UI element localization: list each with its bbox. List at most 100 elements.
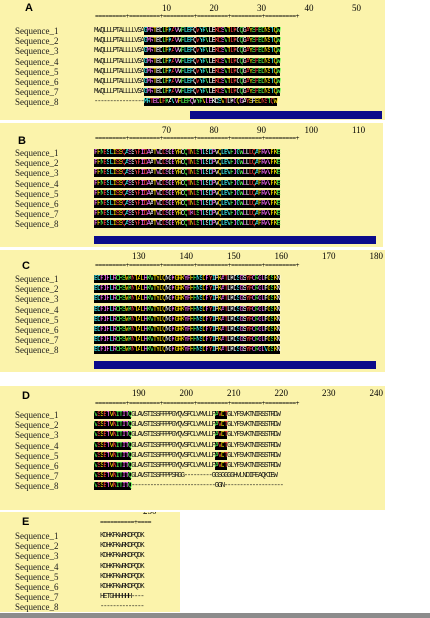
sequence-row: FHNESLISSQASSYFIDAATVDDSGEYRCQTNLSTLSDPV… bbox=[94, 199, 281, 208]
sequence-row: EDPIHLRCHSWKNTALHKVTYLQNGKGRKYFHHNSDFYIP… bbox=[94, 325, 281, 334]
sequence-row: KDHKFKWRKDPQDK bbox=[100, 532, 145, 540]
consensus-bar bbox=[94, 361, 376, 369]
ruler-tick-label: 50 bbox=[352, 3, 361, 13]
ruler-tick-label: 10 bbox=[162, 3, 171, 13]
ruler-tick-label: 200 bbox=[179, 388, 194, 398]
ruler-tick-label: 160 bbox=[274, 251, 289, 261]
sequence-name: Sequence_3 bbox=[15, 430, 59, 441]
sequence-name: Sequence_2 bbox=[15, 36, 59, 47]
sequence-row: FHNESLISSQASSYFIDAATVDDSGEYRCQTNLSTLSDPV… bbox=[94, 220, 281, 229]
sequence-rows: KDHKFKWRKDPQDK KDHKFKWRKDPQDK KDHKFKWRKDPQ… bbox=[100, 531, 145, 612]
ruler-tick-label: 230 bbox=[322, 388, 336, 398]
position-ruler: 250 bbox=[143, 512, 180, 516]
ruler-tick-marks: =========+=========+=========+=========+… bbox=[95, 135, 300, 142]
position-ruler: 130 140 150 160 170 180 bbox=[64, 251, 385, 261]
ruler-tick-label: 40 bbox=[304, 3, 314, 13]
sequence-row: VSSETVNITITQGLAVSTISSFFPPGYQVSFCLVMVLLFA… bbox=[94, 411, 281, 419]
ruler-tick-label: 80 bbox=[209, 125, 219, 135]
sequence-row: MWQLLLPTALLLLVSAGMRTEDLPKAVVFLEPQWYRVLEK… bbox=[94, 37, 281, 46]
sequence-row: MWQLLLPTALLLLVSAGMRTEDLPKAVVFLEPQWYRVLEK… bbox=[94, 67, 281, 76]
sequence-row: VSSETVNITITQGLAVSTISSFFPPGYQVSFCLVMVLLFA… bbox=[94, 441, 281, 450]
sequence-row: VSSETVNITITQ---------------------------G… bbox=[94, 482, 284, 491]
sequence-row: VSSETVNITITQGLAVSTISSFFPPGYQVSFCLVMVLLFA… bbox=[94, 451, 281, 460]
ruler-tick-label: 180 bbox=[369, 251, 384, 261]
sequence-name: Sequence_8 bbox=[15, 97, 59, 108]
consensus-bar bbox=[94, 236, 376, 244]
sequence-row: KDHKFKWRKDPQDK bbox=[100, 542, 145, 551]
panel-c: C 130 140 150 160 170 180 =========+=========+=… bbox=[0, 250, 385, 372]
ruler-tick-label: 30 bbox=[257, 3, 266, 13]
sequence-row: VSSETVNITITQGLAVSTISSFFPPGYQVSFCLVMVLLFA… bbox=[94, 431, 281, 440]
sequence-row: VSSETVNITITQGLAVSTISSFFPPGYQVSFCLVMVLLFA… bbox=[94, 461, 281, 470]
sequence-row: EDPIHLRCHSWKNTALHKVTYLQNGKGRKYFHHNSDFYIP… bbox=[94, 346, 281, 355]
sequence-name: Sequence_7 bbox=[15, 87, 59, 98]
sequence-name: Sequence_8 bbox=[15, 602, 59, 612]
ruler-tick-label: 140 bbox=[179, 251, 194, 261]
sequence-rows: FHNESLISSQASSYFIDAATVDDSGEYRCQTNLSTLSDPV… bbox=[94, 148, 281, 230]
sequence-names: Sequence_1 Sequence_2 Sequence_3 Sequence_4… bbox=[15, 148, 58, 230]
panel-a: A102030405060=========+=========+=======… bbox=[0, 0, 385, 120]
ruler-tick-label: 110 bbox=[352, 125, 366, 135]
position-ruler: 102030405060 bbox=[94, 3, 385, 13]
ruler-tick-label: 150 bbox=[227, 251, 241, 261]
sequence-row: MWQLLLPTALLLLVSAGMRTEDLPKAVVFLEPQWYRVLEK… bbox=[94, 57, 281, 66]
sequence-name: Sequence_2 bbox=[15, 420, 59, 431]
sequence-names: Sequence_1 Sequence_2 Sequence_3 Sequence_4… bbox=[15, 531, 58, 612]
ruler-tick-label: 170 bbox=[322, 251, 336, 261]
sequence-name: Sequence_7 bbox=[15, 209, 59, 220]
sequence-name: Sequence_4 bbox=[15, 178, 59, 189]
ruler-tick-marks: =========+=========+=========+=========+… bbox=[95, 262, 300, 269]
panel-b: B708090100110120=========+=========+====… bbox=[0, 123, 383, 247]
sequence-row: EDPIHLRCHSWKNTALHKVTYLQNGKGRKYFHHNSDFYIP… bbox=[94, 285, 281, 294]
sequence-name: Sequence_2 bbox=[15, 284, 59, 295]
ruler-tick-label: 220 bbox=[274, 388, 289, 398]
sequence-row: EDPIHLRCHSWKNTALHKVTYLQNGKGRKYFHHNSDFYIP… bbox=[94, 315, 281, 324]
sequence-row: FHNESLISSQASSYFIDAATVDDSGEYRCQTKLSTLSDPV… bbox=[94, 210, 281, 219]
ruler-tick-label: 250 bbox=[143, 512, 157, 516]
ruler-tick-marks: ==========+==== bbox=[100, 519, 152, 526]
ruler-tick-label: 190 bbox=[132, 388, 146, 398]
sequence-name: Sequence_3 bbox=[15, 551, 59, 562]
consensus-bar bbox=[190, 111, 382, 119]
sequence-name: Sequence_8 bbox=[15, 345, 59, 356]
sequence-name: Sequence_5 bbox=[15, 66, 59, 77]
sequence-names: Sequence_1 Sequence_2 Sequence_3 Sequence_4… bbox=[15, 274, 58, 356]
sequence-row: VSSETVNITITQGLAVSTISSFFPPSRGG---------GG… bbox=[94, 472, 278, 481]
sequence-row: MWQLLLPTALLLLVSAGMRTEDLPKAVVFLEPQWYRVLEK… bbox=[94, 27, 281, 35]
sequence-rows: VSSETVNITITQGLAVSTISSFFPPGYQVSFCLVMVLLFA… bbox=[94, 410, 284, 492]
panel-label: D bbox=[22, 390, 30, 402]
sequence-row: FHNESLISSQASSYFIDAATVDDSGEYRCQTNLSTLSDPV… bbox=[94, 149, 281, 157]
sequence-name: Sequence_6 bbox=[15, 76, 59, 87]
sequence-name: Sequence_3 bbox=[15, 168, 59, 179]
sequence-names: Sequence_1 Sequence_2 Sequence_3 Sequence_4… bbox=[15, 26, 58, 108]
sequence-name: Sequence_1 bbox=[15, 148, 59, 158]
sequence-name: Sequence_5 bbox=[15, 188, 59, 199]
sequence-row: EDPIHLRCHSWKNTALHKVTYLQNGKGRKYFHHNSDFYIP… bbox=[94, 295, 281, 304]
sequence-name: Sequence_4 bbox=[15, 561, 59, 572]
scrollbar[interactable] bbox=[0, 613, 430, 618]
panel-label: A bbox=[25, 2, 33, 14]
sequence-name: Sequence_4 bbox=[15, 56, 59, 67]
sequence-name: Sequence_6 bbox=[15, 581, 59, 592]
sequence-row: FHNESLISSQASSYFIDAATVDDSGEYRCQTNLSTLSDPV… bbox=[94, 189, 281, 198]
sequence-name: Sequence_7 bbox=[15, 471, 59, 482]
sequence-name: Sequence_4 bbox=[15, 304, 59, 315]
ruler-tick-marks: =========+=========+=========+=========+… bbox=[95, 13, 300, 20]
sequence-row: MWQLLLPTALLLLVSAGMRTEDLPKAVVFLEPQWYRVLEK… bbox=[94, 77, 281, 86]
sequence-name: Sequence_3 bbox=[15, 46, 59, 57]
sequence-row: FHNESLISSQASSYFIDAATVDDSGEYRCQTNLSTLSDPV… bbox=[94, 179, 281, 188]
sequence-row: EDPIHLRCHSWKNTALHKVTYLQNGKGRKYFHHNSDFYIP… bbox=[94, 336, 281, 345]
ruler-tick-label: 100 bbox=[304, 125, 319, 135]
sequence-row: ----------------MRTEDLPKAVVFLEPQWYRVLEKD… bbox=[94, 98, 278, 107]
position-ruler: 708090100110120 bbox=[94, 125, 383, 135]
sequence-name: Sequence_4 bbox=[15, 440, 59, 451]
sequence-name: Sequence_8 bbox=[15, 481, 59, 492]
ruler-tick-label: 130 bbox=[132, 251, 146, 261]
sequence-name: Sequence_7 bbox=[15, 335, 59, 346]
ruler-tick-label: 210 bbox=[227, 388, 241, 398]
panel-label: E bbox=[22, 516, 30, 528]
sequence-name: Sequence_6 bbox=[15, 460, 59, 471]
sequence-names: Sequence_1 Sequence_2 Sequence_3 Sequence_4… bbox=[15, 410, 58, 492]
sequence-name: Sequence_6 bbox=[15, 324, 59, 335]
ruler-tick-label: 90 bbox=[257, 125, 266, 135]
